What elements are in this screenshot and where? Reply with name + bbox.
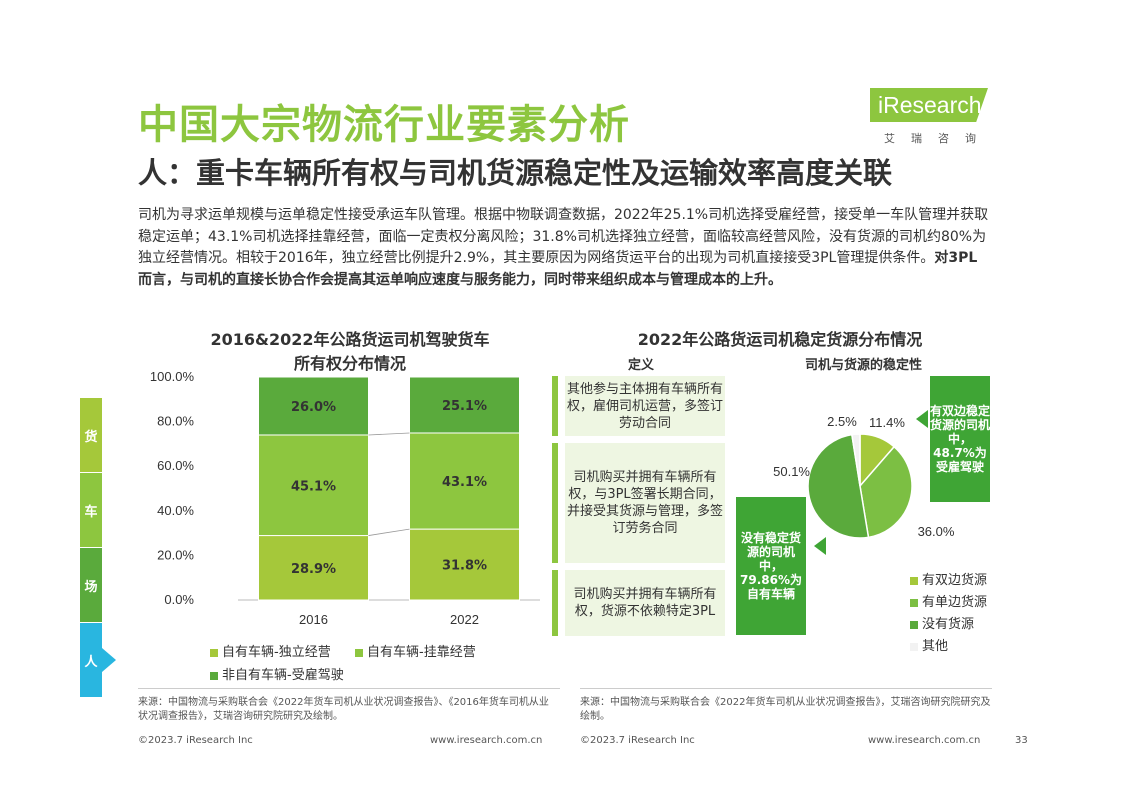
stability-column-header: 司机与货源的稳定性 xyxy=(805,358,923,373)
side-nav-active-arrow xyxy=(102,648,116,672)
bar-value-label: 45.1% xyxy=(291,479,336,494)
legend-item-bilateral: 有双边货源 xyxy=(910,569,987,588)
bar-segment xyxy=(258,376,369,436)
callout-bilateral: 有双边稳定货源的司机中，48.7%为受雇驾驶 xyxy=(930,376,990,502)
series-connector-line xyxy=(368,528,410,536)
pie-slice-label: 2.5% xyxy=(827,414,857,429)
source-note-left: 来源：中国物流与采购联合会《2022年货车司机从业状况调查报告》、《2016年货… xyxy=(138,697,549,722)
y-tick-label: 0.0% xyxy=(164,592,194,607)
legend-item-affiliated: 自有车辆-挂靠经营 xyxy=(355,641,476,660)
bar-value-label: 43.1% xyxy=(442,475,487,490)
pie-slice xyxy=(807,433,870,539)
legend-item-none: 没有货源 xyxy=(910,613,974,632)
y-tick-label: 40.0% xyxy=(157,503,194,518)
iresearch-logo: iResearch 艾瑞咨询 xyxy=(870,88,995,148)
right-chart-title: 2022年公路货运司机稳定货源分布情况 xyxy=(637,330,923,349)
intro-bold-text: 对3PL而言，与司机的直接长协合作会提高其运单响应速度与服务能力，同时带来组织成… xyxy=(138,250,978,288)
pie-slice-label: 36.0% xyxy=(918,524,955,539)
left-chart-title: 2016&2022年公路货运司机驾驶货车 所有权分布情况 xyxy=(210,330,490,373)
series-connector-line xyxy=(368,432,410,436)
pie-slice xyxy=(859,445,913,539)
page-title: 中国大宗物流行业要素分析 xyxy=(138,102,630,148)
side-nav-item-yard[interactable]: 场 xyxy=(80,548,102,622)
side-nav-item-goods[interactable]: 货 xyxy=(80,398,102,472)
intro-paragraph: 司机为寻求运单规模与运单稳定性接受承运车队管理。根据中物联调查数据，2022年2… xyxy=(138,205,990,291)
side-nav-item-vehicle[interactable]: 车 xyxy=(80,473,102,547)
bar-value-label: 25.1% xyxy=(442,399,487,414)
bar-segment xyxy=(258,434,369,537)
bar-segment xyxy=(258,535,369,601)
definition-accent-bar xyxy=(552,570,558,636)
y-tick-label: 80.0% xyxy=(157,414,194,429)
url-right[interactable]: www.iresearch.com.cn xyxy=(868,735,981,746)
legend-item-other: 其他 xyxy=(910,635,948,654)
callout-arrow-left-icon xyxy=(916,410,928,428)
y-tick-label: 60.0% xyxy=(157,458,194,473)
pie-slice xyxy=(851,433,861,487)
copyright-right: ©2023.7 iResearch Inc xyxy=(580,735,695,746)
legend-item-independent: 自有车辆-独立经营 xyxy=(210,641,331,660)
pie-slice-label: 11.4% xyxy=(869,415,905,430)
definition-box-employed: 其他参与主体拥有车辆所有权，雇佣司机运营，多签订劳动合同 xyxy=(565,376,725,436)
copyright-left: ©2023.7 iResearch Inc xyxy=(138,735,253,746)
source-note-right: 来源：中国物流与采购联合会《2022年货车司机从业状况调查报告》，艾瑞咨询研究院… xyxy=(580,697,991,722)
callout-no-source: 没有稳定货源的司机中，79.86%为自有车辆 xyxy=(736,497,806,635)
legend-item-unilateral: 有单边货源 xyxy=(910,591,987,610)
callout-arrow-left-icon xyxy=(814,537,826,555)
logo-text: iResearch xyxy=(878,92,982,118)
bar-value-label: 26.0% xyxy=(291,400,336,415)
divider xyxy=(580,688,992,689)
definition-box-independent: 司机购买并拥有车辆所有权，货源不依赖特定3PL xyxy=(565,570,725,636)
bar-segment xyxy=(409,376,520,434)
pie-slice-label: 50.1% xyxy=(773,464,810,479)
y-tick-label: 100.0% xyxy=(150,369,195,384)
definition-column-header: 定义 xyxy=(628,358,655,373)
pie-chart: 11.4% 36.0% 50.1% 2.5% xyxy=(773,414,955,539)
side-nav-item-people[interactable]: 人 xyxy=(80,623,102,697)
intro-text: 司机为寻求运单规模与运单稳定性接受承运车队管理。根据中物联调查数据，2022年2… xyxy=(138,207,989,266)
x-tick-label: 2022 xyxy=(450,612,479,627)
logo-cn-text: 艾瑞咨询 xyxy=(884,132,992,145)
url-left[interactable]: www.iresearch.com.cn xyxy=(430,735,543,746)
bar-segment xyxy=(409,528,520,601)
legend-item-employed: 非自有车辆-受雇驾驶 xyxy=(210,664,344,683)
x-tick-label: 2016 xyxy=(299,612,328,627)
bar-value-label: 31.8% xyxy=(442,559,487,574)
definition-accent-bar xyxy=(552,443,558,563)
definition-box-affiliated: 司机购买并拥有车辆所有权，与3PL签署长期合同，并接受其货源与管理，多签订劳务合… xyxy=(565,443,725,563)
definition-accent-bar xyxy=(552,376,558,436)
stacked-bar-chart: 0.0% 20.0% 40.0% 60.0% 80.0% 100.0% 28.9% 45.1%… xyxy=(150,369,540,627)
page-number: 33 xyxy=(1015,735,1028,746)
page-subtitle: 人：重卡车辆所有权与司机货源稳定性及运输效率高度关联 xyxy=(138,156,893,190)
divider xyxy=(138,688,560,689)
bar-value-label: 28.9% xyxy=(291,562,336,577)
bar-segment xyxy=(409,432,520,530)
y-tick-label: 20.0% xyxy=(157,547,194,562)
